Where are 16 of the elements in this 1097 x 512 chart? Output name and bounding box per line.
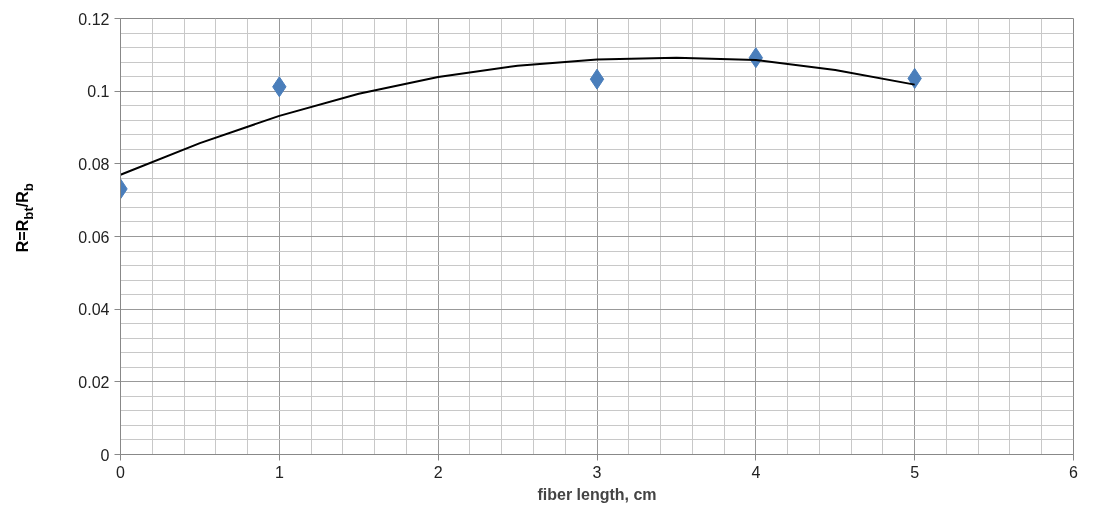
- x-axis-title: fiber length, cm: [537, 485, 657, 503]
- x-tick-label: 6: [1069, 463, 1079, 481]
- x-tick-label: 2: [433, 463, 443, 481]
- y-tick-label: 0.04: [78, 301, 110, 319]
- y-tick-label: 0: [100, 446, 110, 464]
- y-tick-label: 0.1: [87, 83, 110, 101]
- x-tick-label: 4: [751, 463, 761, 481]
- y-tick-label: 0.02: [78, 373, 110, 391]
- x-tick-label: 1: [274, 463, 284, 481]
- x-tick-label: 3: [592, 463, 602, 481]
- y-tick-label: 0.08: [78, 155, 110, 173]
- point: [589, 68, 605, 90]
- y-tick-label: 0.12: [78, 10, 110, 28]
- x-tick-label: 5: [910, 463, 920, 481]
- x-tick-label: 0: [116, 463, 126, 481]
- y-tick-label: 0.06: [78, 228, 110, 246]
